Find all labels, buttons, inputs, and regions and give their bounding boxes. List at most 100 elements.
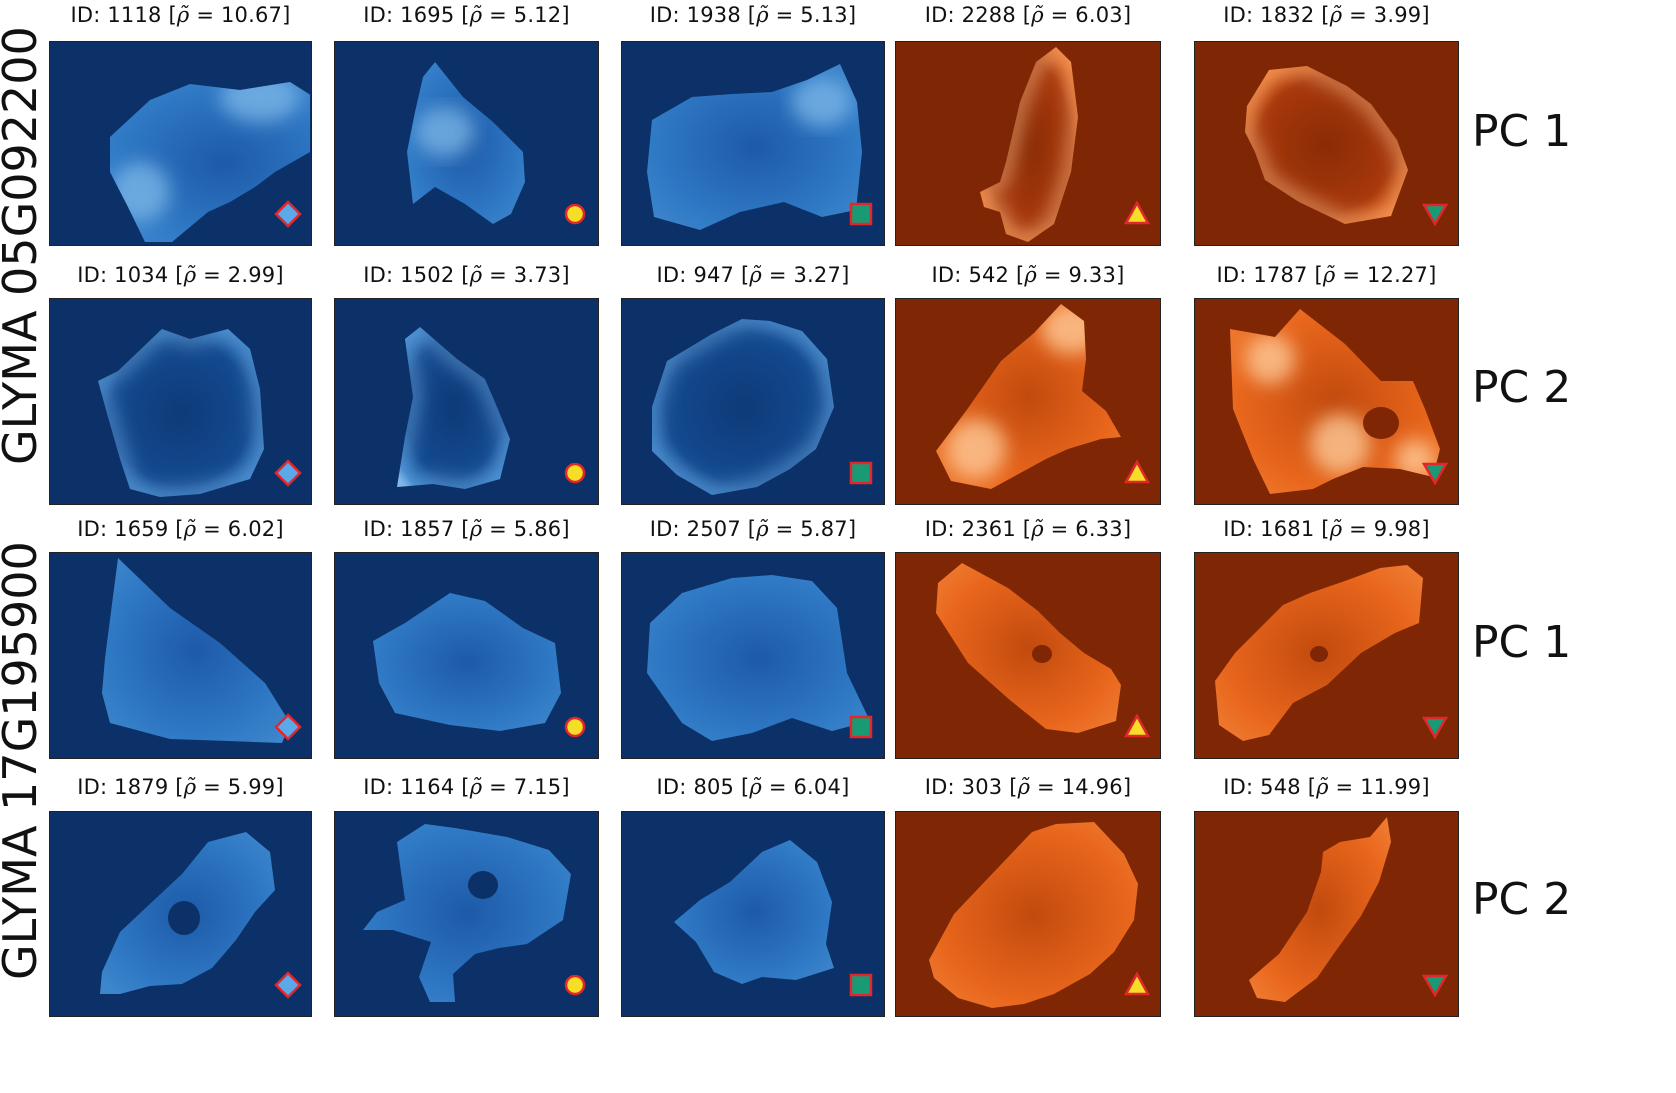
cell-shape — [1249, 817, 1391, 1002]
diamond-marker-icon — [274, 971, 302, 999]
cell-shape — [674, 840, 834, 984]
panel-id-prefix: ID: — [77, 775, 115, 799]
panel-id: 2507 — [686, 517, 741, 541]
cell-image — [647, 64, 873, 230]
square-marker-icon — [849, 973, 873, 997]
panel-id-prefix: ID: — [1216, 263, 1254, 287]
rho-suffix: ] — [1421, 3, 1430, 27]
panel-id-prefix: ID: — [924, 775, 962, 799]
panel-title: ID: 1502 [ρ̃ = 3.73] — [334, 263, 599, 287]
rho-suffix: ] — [561, 517, 570, 541]
pc-label: PC 2 — [1472, 874, 1572, 925]
rho-prefix: [ρ̃ = — [454, 3, 514, 27]
panel-rho-value: 3.27 — [793, 263, 842, 287]
cell-image-panel — [621, 41, 885, 246]
panel-id-prefix: ID: — [1223, 775, 1261, 799]
panel-title: ID: 2288 [ρ̃ = 6.03] — [895, 3, 1161, 27]
square-marker-icon — [849, 202, 873, 226]
cell-image-panel — [621, 298, 885, 505]
panel-id-prefix: ID: — [77, 263, 115, 287]
panel-id: 1034 — [114, 263, 169, 287]
panel-rho-value: 6.33 — [1075, 517, 1123, 541]
panel-id-prefix: ID: — [649, 3, 687, 27]
rho-prefix: [ρ̃ = — [734, 263, 794, 287]
cell-shape — [936, 563, 1121, 733]
panel-title: ID: 1659 [ρ̃ = 6.02] — [49, 517, 312, 541]
panel-rho-value: 7.15 — [513, 775, 562, 799]
rho-prefix: [ρ̃ = — [168, 517, 228, 541]
panel-id-prefix: ID: — [1223, 517, 1261, 541]
square-marker-icon — [849, 715, 873, 739]
panel-title: ID: 947 [ρ̃ = 3.27] — [621, 263, 885, 287]
rho-prefix: [ρ̃ = — [740, 3, 801, 27]
cell-shape — [929, 822, 1138, 1008]
panel-rho-value: 3.99 — [1373, 3, 1422, 27]
panel-id: 1659 — [114, 517, 169, 541]
diamond-marker-icon — [274, 200, 302, 228]
panel-rho-value: 9.98 — [1373, 517, 1422, 541]
cell-shape — [363, 824, 571, 1002]
panel-rho-value: 9.33 — [1068, 263, 1117, 287]
panel-title: ID: 1681 [ρ̃ = 9.98] — [1194, 517, 1459, 541]
panel-rho-value: 5.12 — [513, 3, 562, 27]
panel-id-prefix: ID: — [656, 263, 694, 287]
cell-image-panel — [334, 298, 599, 505]
rho-suffix: ] — [841, 263, 850, 287]
cell-shape — [397, 327, 510, 489]
rho-suffix: ] — [282, 3, 291, 27]
panel-id-prefix: ID: — [924, 3, 962, 27]
circle-marker-icon — [564, 716, 586, 738]
circle-marker-icon — [564, 462, 586, 484]
panel-title: ID: 303 [ρ̃ = 14.96] — [895, 775, 1161, 799]
panel-title: ID: 1695 [ρ̃ = 5.12] — [334, 3, 599, 27]
triangle-down-marker-icon — [1421, 203, 1449, 227]
cell-shape — [980, 47, 1078, 242]
rho-prefix: [ρ̃ = — [454, 517, 514, 541]
rho-prefix: [ρ̃ = — [168, 775, 228, 799]
cell-shape — [652, 319, 834, 495]
cell-image — [98, 329, 302, 497]
rho-suffix: ] — [841, 775, 850, 799]
circle-marker-icon — [564, 203, 586, 225]
panel-id: 1879 — [114, 775, 169, 799]
cell-image — [363, 824, 586, 1002]
triangle-down-marker-icon — [1421, 716, 1449, 740]
rho-suffix: ] — [1122, 3, 1132, 27]
rho-prefix: [ρ̃ = — [454, 263, 514, 287]
panel-title: ID: 1879 [ρ̃ = 5.99] — [49, 775, 312, 799]
diamond-marker-icon — [274, 459, 302, 487]
cell-shape — [102, 558, 290, 743]
square-marker-icon — [849, 461, 873, 485]
rho-prefix: [ρ̃ = — [168, 263, 228, 287]
panel-id: 1857 — [400, 517, 455, 541]
panel-title: ID: 1787 [ρ̃ = 12.27] — [1194, 263, 1459, 287]
cell-hole — [468, 871, 498, 899]
cell-image — [929, 822, 1151, 1008]
cell-image-panel — [621, 552, 885, 759]
cell-image-panel — [1194, 811, 1459, 1017]
cell-shape — [373, 593, 561, 731]
panel-title: ID: 2507 [ρ̃ = 5.87] — [621, 517, 885, 541]
panel-title: ID: 2361 [ρ̃ = 6.33] — [895, 517, 1161, 541]
panel-title: ID: 1164 [ρ̃ = 7.15] — [334, 775, 599, 799]
cell-shape — [98, 329, 264, 497]
pc-label: PC 2 — [1472, 362, 1572, 413]
rho-prefix: [ρ̃ = — [734, 775, 794, 799]
cell-image — [1230, 309, 1449, 494]
panel-id: 1164 — [400, 775, 455, 799]
cell-image-panel — [895, 41, 1161, 246]
panel-rho-value: 2.99 — [227, 263, 276, 287]
gene-label: GLYMA 17G195900 — [0, 541, 47, 980]
cell-image-panel — [895, 811, 1161, 1017]
rho-suffix: ] — [561, 3, 570, 27]
diamond-marker-icon — [274, 713, 302, 741]
cell-shape — [1245, 66, 1408, 224]
panel-id: 1832 — [1260, 3, 1315, 27]
panel-id-prefix: ID: — [363, 517, 401, 541]
panel-rho-value: 5.86 — [513, 517, 562, 541]
cell-image-panel — [1194, 298, 1459, 505]
panel-rho-value: 6.04 — [793, 775, 842, 799]
gene-label: GLYMA 05G092200 — [0, 26, 47, 465]
rho-prefix: [ρ̃ = — [454, 775, 514, 799]
cell-image-panel — [895, 552, 1161, 759]
